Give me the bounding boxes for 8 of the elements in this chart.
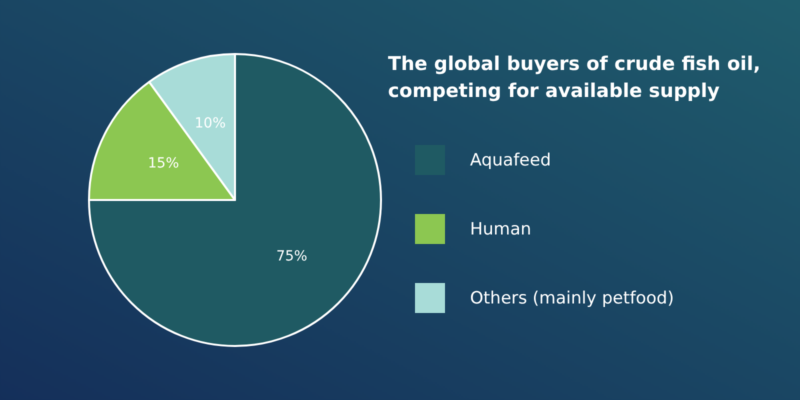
legend-label: Human (470, 220, 532, 240)
data-label: 15% (148, 155, 180, 172)
legend-label: Others (mainly petfood) (470, 288, 674, 309)
data-label: 75% (276, 248, 308, 265)
data-label: 10% (194, 115, 226, 132)
text: The global buyers of crude fish oil, competing for available supply (388, 53, 760, 102)
slice-label: Aquafeed (470, 150, 552, 171)
pie-slice (88, 53, 382, 347)
